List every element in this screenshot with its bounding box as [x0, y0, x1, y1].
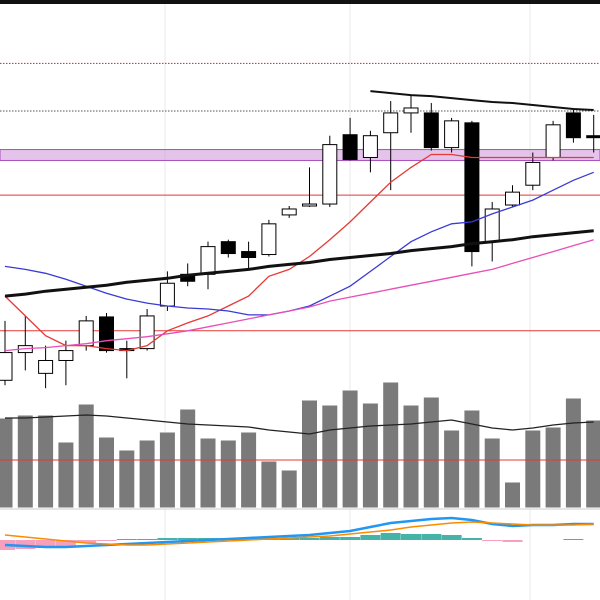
- candle-body: [261, 223, 277, 256]
- macd-bar: [15, 540, 36, 549]
- candle-body: [38, 359, 54, 374]
- volume-bar: [158, 431, 176, 509]
- macd-bar: [279, 538, 300, 540]
- macd-bar: [96, 540, 117, 541]
- candle-body: [200, 246, 216, 275]
- candle-body: [565, 112, 581, 139]
- macd-bar: [76, 540, 97, 543]
- volume-bar: [118, 449, 136, 509]
- volume-bar: [301, 399, 318, 509]
- candle-body: [444, 120, 460, 149]
- candle-body: [403, 107, 419, 114]
- volume-bar: [382, 381, 400, 509]
- candle-body: [525, 161, 541, 186]
- macd-bar: [441, 535, 462, 540]
- volume-bar: [341, 389, 359, 509]
- candle-body: [241, 251, 257, 259]
- macd-bar: [116, 539, 137, 540]
- volume-bar: [402, 404, 420, 509]
- volume-bar: [57, 441, 75, 509]
- candle-body: [281, 208, 297, 216]
- volume-bar: [483, 437, 501, 509]
- volume-bar: [321, 404, 339, 509]
- candle-body: [586, 135, 600, 139]
- macd-bar: [340, 537, 361, 540]
- macd-bar: [35, 540, 56, 548]
- macd-bar: [319, 537, 340, 540]
- volume-bar: [361, 402, 379, 509]
- volume-bar: [422, 396, 440, 509]
- macd-bar: [299, 538, 320, 540]
- macd-bar: [421, 534, 442, 540]
- candle-body: [322, 144, 338, 205]
- volume-bar: [77, 403, 95, 509]
- volume-bar: [199, 437, 217, 509]
- candle-body: [302, 203, 317, 207]
- volume-bar: [98, 436, 115, 509]
- volume-bar: [524, 429, 542, 509]
- candle-body: [505, 191, 520, 206]
- volume-bar: [219, 439, 237, 509]
- macd-bar: [502, 540, 523, 542]
- candle-body: [139, 315, 155, 350]
- indicator-line: [4, 516, 594, 549]
- volume-bar: [544, 426, 562, 509]
- candle-body: [545, 124, 561, 158]
- volume-bar: [240, 431, 258, 509]
- candle-body: [159, 282, 175, 307]
- indicator-line: [4, 521, 594, 546]
- macd-bar: [177, 538, 198, 540]
- candle-body: [220, 241, 236, 255]
- volume-bar: [0, 417, 14, 509]
- macd-bar: [55, 540, 76, 546]
- indicator-line: [4, 239, 594, 352]
- volume-bar: [179, 408, 197, 509]
- indicator-line: [370, 90, 594, 111]
- candle-body: [342, 134, 358, 160]
- macd-bar: [563, 539, 584, 540]
- macd-bar: [380, 533, 401, 540]
- macd-bar: [157, 538, 178, 540]
- candle-body: [423, 112, 439, 149]
- volume-bar: [138, 439, 156, 509]
- macd-bar: [401, 534, 421, 540]
- volume-bar: [504, 481, 521, 509]
- macd-bar: [360, 535, 381, 540]
- candle-body: [383, 112, 399, 134]
- top-border: [0, 0, 600, 4]
- candle-body: [464, 122, 480, 253]
- candle-body: [0, 352, 13, 381]
- macd-bar: [482, 540, 503, 541]
- indicator-line: [5, 414, 594, 435]
- volume-bar: [443, 429, 461, 509]
- indicator-line: [4, 229, 594, 298]
- band: [0, 149, 600, 161]
- macd-bar: [137, 539, 158, 540]
- candle-body: [362, 135, 378, 158]
- volume-bar: [564, 397, 582, 509]
- candle-body: [58, 350, 74, 361]
- volume-bar: [260, 460, 278, 509]
- volume-bar: [585, 419, 600, 509]
- volume-bar: [280, 469, 298, 509]
- candle-body: [78, 320, 94, 347]
- volume-bar: [463, 409, 481, 509]
- candle-body: [99, 316, 114, 352]
- macd-bar: [461, 538, 482, 540]
- volume-bar: [16, 414, 34, 509]
- volume-bar: [37, 414, 55, 509]
